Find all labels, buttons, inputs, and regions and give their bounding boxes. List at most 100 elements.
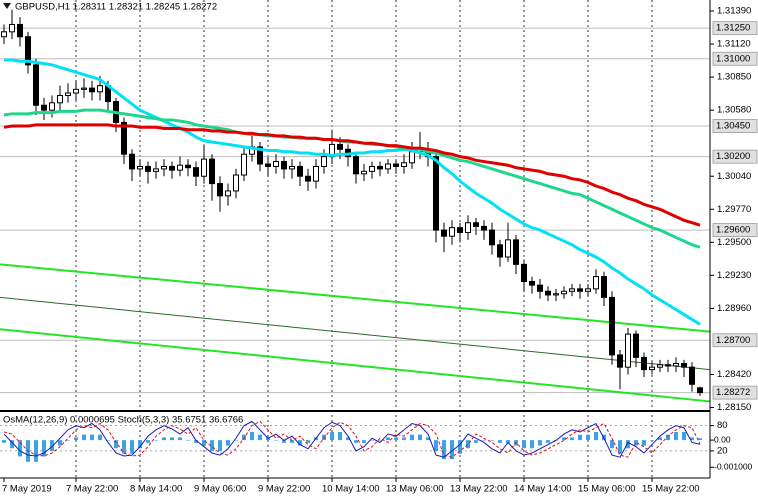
candle-body: [361, 170, 367, 175]
level-label: 1.30200: [716, 151, 750, 162]
candle-body: [153, 168, 159, 172]
candle-body: [321, 156, 327, 167]
candle-body: [337, 143, 343, 150]
osma-bar: [130, 440, 134, 454]
trend-line: [0, 263, 711, 333]
candle-body: [673, 362, 679, 367]
candle-body: [665, 364, 671, 367]
candle-body: [625, 333, 631, 368]
osma-bar: [322, 434, 326, 441]
candle-body: [305, 175, 311, 182]
osma-bar: [330, 431, 334, 441]
x-tick-label: 7 May 2019: [2, 484, 52, 495]
level-label: 1.31250: [716, 23, 750, 34]
candle-body: [41, 104, 47, 111]
candle-body: [193, 167, 199, 177]
y-tick-label: 1.29770: [717, 204, 751, 215]
candle-body: [529, 280, 535, 286]
osma-bar: [234, 440, 238, 441]
osma-bar: [434, 440, 438, 451]
osma-bar: [90, 434, 94, 441]
y-tick-label: 0.00: [714, 434, 731, 444]
candle-body: [577, 288, 583, 292]
stochastic-line: [3, 420, 701, 458]
candle-body: [289, 165, 295, 170]
osma-bar: [114, 440, 118, 449]
osma-bar: [298, 440, 302, 446]
oscillator-title: OsMA(12,26,9) 0.0000695 Stoch(5,3,3) 35.…: [3, 415, 243, 426]
candle-body: [297, 165, 303, 177]
candle-body: [233, 174, 239, 192]
osma-bar: [538, 440, 542, 446]
candle-body: [697, 387, 703, 394]
level-box: [712, 333, 758, 348]
candle-body: [121, 121, 127, 155]
osma-bar: [474, 440, 478, 443]
y-tick-label: 1.31390: [717, 6, 751, 17]
osma-bar: [274, 440, 278, 441]
osma-bar: [138, 440, 142, 449]
level-label: 1.28700: [716, 335, 750, 346]
level-label: 1.29600: [716, 225, 750, 236]
candle-body: [49, 102, 55, 111]
osma-bar: [10, 440, 14, 449]
y-tick-label: 1.29500: [717, 237, 751, 248]
candle-body: [681, 362, 687, 368]
candle-body: [25, 36, 31, 66]
osma-bar: [18, 440, 22, 457]
y-tick-label: 1.28420: [717, 369, 751, 380]
candle-body: [641, 356, 647, 371]
candle-body: [9, 23, 15, 33]
candle-body: [513, 239, 519, 265]
candle-body: [545, 290, 551, 296]
x-tick-label: 10 May 14:00: [322, 484, 380, 495]
osma-bar: [482, 440, 486, 441]
osma-bar: [98, 434, 102, 441]
osma-bar: [674, 431, 678, 441]
candle-body: [273, 161, 279, 167]
osma-bar: [42, 440, 46, 457]
candle-body: [401, 162, 407, 167]
candle-body: [385, 163, 391, 170]
osma-bar: [658, 437, 662, 441]
osma-bar: [218, 440, 222, 451]
osma-bar: [146, 440, 150, 443]
candle-body: [649, 366, 655, 371]
level-box: [712, 119, 758, 133]
osma-bar: [226, 440, 230, 446]
osma-bar: [346, 437, 350, 441]
osma-bar: [530, 440, 534, 449]
osma-bar: [610, 440, 614, 449]
candle-body: [1, 31, 7, 38]
candle-body: [465, 222, 471, 234]
x-tick-label: 14 May 14:00: [514, 484, 572, 495]
x-tick-label: 7 May 22:00: [66, 484, 118, 495]
osma-bar: [210, 440, 214, 451]
osma-bar: [410, 434, 414, 441]
candle-body: [17, 23, 23, 38]
y-tick-label: 1.31120: [717, 39, 751, 50]
osma-bar: [642, 440, 646, 446]
osma-bar: [618, 440, 622, 454]
osma-bar: [546, 440, 550, 443]
candle-body: [313, 165, 319, 182]
candle-body: [145, 165, 151, 172]
candle-body: [553, 293, 559, 296]
candle-body: [257, 146, 263, 165]
osma-bar: [466, 440, 470, 449]
trend-line: [0, 296, 711, 371]
level-label: 1.28272: [716, 387, 750, 398]
osma-bar: [578, 434, 582, 441]
osma-bar: [122, 440, 126, 454]
candle-body: [441, 229, 447, 237]
y-tick-label: 1.28150: [717, 402, 751, 413]
level-box: [712, 223, 758, 237]
candle-body: [241, 153, 247, 176]
candle-body: [81, 87, 87, 90]
osma-bar: [58, 440, 62, 446]
level-label: 1.31000: [716, 53, 750, 64]
x-tick-label: 9 May 22:00: [258, 484, 310, 495]
candle-body: [265, 163, 271, 167]
